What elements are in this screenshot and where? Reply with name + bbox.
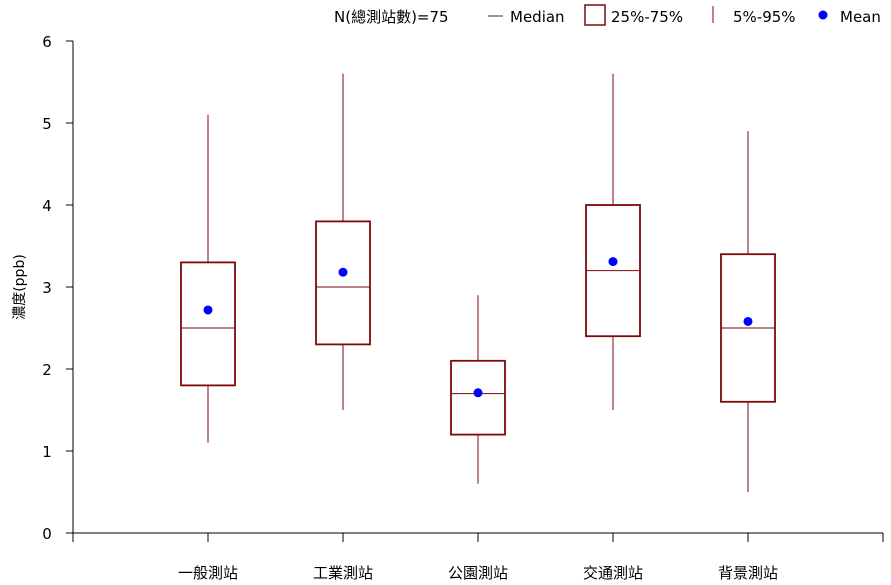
mean-point [473,388,483,398]
y-tick-label: 4 [42,197,52,215]
mean-point [203,305,213,315]
legend: N(總測站數)=75 Median 25%-75% 5%-95% Mean [334,4,881,26]
x-tick-label: 工業測站 [313,564,373,582]
legend-whisker-label: 5%-95% [733,8,796,26]
legend-mean-swatch [818,10,828,20]
x-tick-label: 背景測站 [718,564,778,582]
legend-median-label: Median [510,8,565,26]
legend-mean-label: Mean [840,8,881,26]
legend-iqr-label: 25%-75% [611,8,683,26]
iqr-box [315,220,371,346]
y-tick-label: 3 [42,279,52,297]
y-tick-label: 2 [42,361,52,379]
x-tick-label: 交通測站 [583,564,643,582]
y-tick-label: 0 [42,525,52,543]
y-tick-label: 1 [42,443,52,461]
iqr-box [180,261,236,387]
y-axis-title: 濃度(ppb) [12,254,28,320]
legend-n-label: N(總測站數)=75 [334,8,449,26]
y-tick-label: 6 [42,33,52,51]
axes: 0 1 2 3 4 5 6 一般測站 工業測站 公園測站 交通測站 背景測站 [42,33,884,582]
y-tick-label: 5 [42,115,52,133]
boxes [180,73,776,492]
legend-iqr-swatch [584,4,606,26]
iqr-box [450,359,506,436]
x-tick-label: 公園測站 [448,564,508,582]
mean-point [608,257,618,267]
mean-point [338,267,348,277]
mean-point [743,316,753,326]
x-tick-label: 一般測站 [178,564,238,582]
